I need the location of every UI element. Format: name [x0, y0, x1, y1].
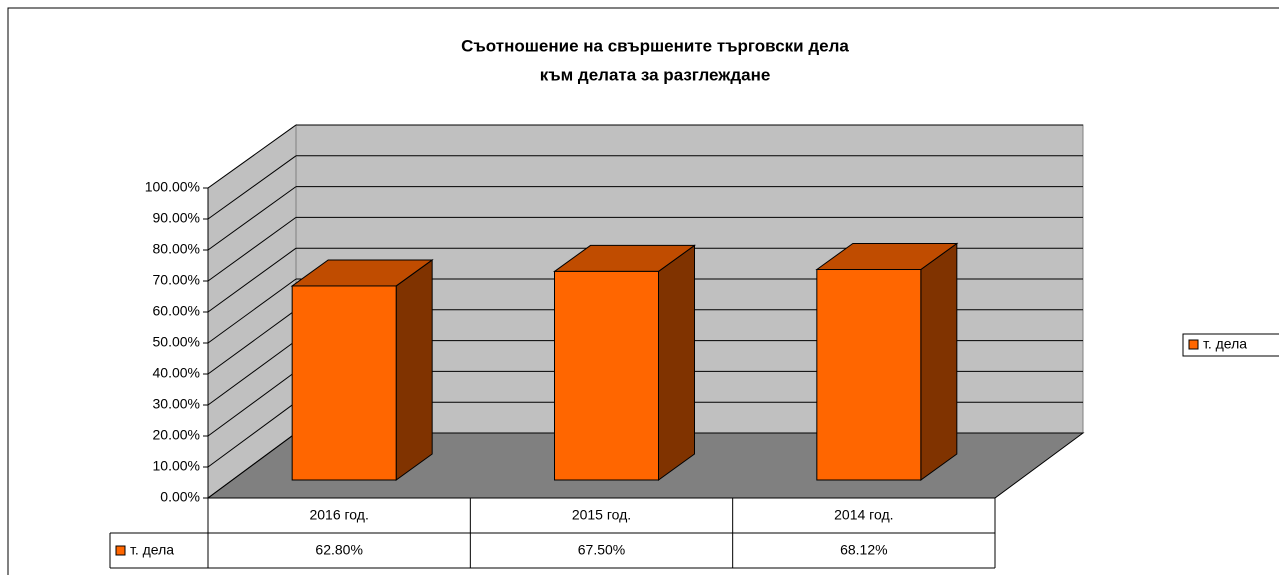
grid-line: [207, 155, 297, 220]
y-tick-label: 30.00%: [153, 396, 200, 412]
bar: [816, 269, 922, 481]
bar-side: [395, 258, 433, 481]
bar-side: [920, 242, 958, 481]
grid-line: [207, 124, 297, 189]
legend-key: [1188, 339, 1199, 350]
x-tick-label: 2014 год.: [834, 507, 893, 523]
grid-line: [207, 370, 297, 437]
chart-title: Съотношение на свършените търговски дела: [461, 36, 849, 55]
table-key: [115, 545, 126, 556]
x-tick-label: 2016 год.: [309, 507, 368, 523]
y-tick-label: 20.00%: [153, 427, 200, 443]
legend-label: т. дела: [1203, 336, 1247, 352]
y-tick-label: 60.00%: [153, 303, 200, 319]
y-tick-label: 0.00%: [160, 489, 200, 505]
data-label: 68.12%: [840, 542, 887, 558]
legend-box: [1182, 333, 1279, 357]
grid-line: [207, 216, 297, 282]
y-tick-label: 90.00%: [153, 210, 200, 226]
data-label: 62.80%: [315, 542, 362, 558]
y-tick-label: 70.00%: [153, 272, 200, 288]
y-tick-label: 10.00%: [153, 458, 200, 474]
table-row-label: т. дела: [130, 542, 174, 558]
y-tick-label: 40.00%: [153, 365, 200, 381]
bar-side: [658, 244, 695, 481]
grid-line: [207, 401, 297, 468]
grid-line: [207, 309, 297, 375]
bar: [554, 270, 659, 481]
chart-border: [7, 7, 1279, 575]
grid-line: [207, 278, 297, 344]
grid-line: [207, 340, 297, 406]
y-tick-label: 80.00%: [153, 241, 200, 257]
bar: [291, 285, 397, 481]
data-label: 67.50%: [578, 542, 625, 558]
chart-title: към делата за разглеждане: [540, 65, 771, 84]
y-tick-label: 50.00%: [153, 334, 200, 350]
grid-line: [207, 247, 297, 313]
grid-line: [207, 186, 297, 251]
grid-line: [207, 432, 297, 499]
y-tick-label: 100.00%: [145, 179, 200, 195]
x-tick-label: 2015 год.: [572, 507, 631, 523]
